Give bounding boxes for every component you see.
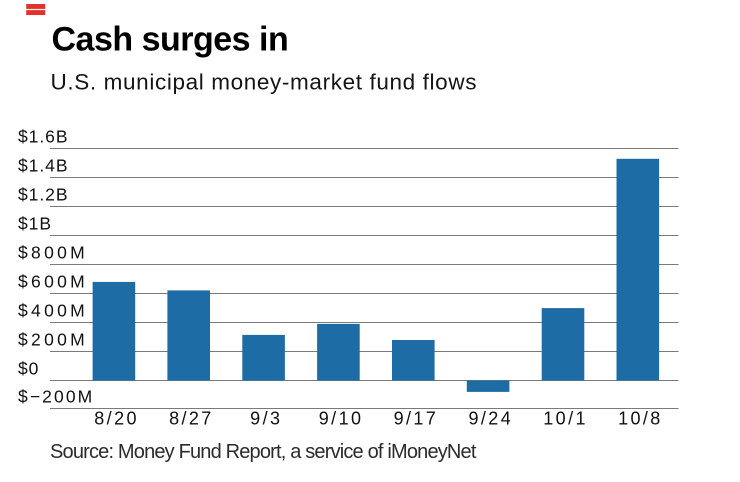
svg-text:$1B: $1B (18, 214, 52, 234)
svg-text:9/24: 9/24 (468, 409, 513, 429)
svg-text:$800M: $800M (18, 243, 88, 263)
svg-text:$1.6B: $1.6B (18, 127, 68, 147)
svg-text:9/10: 9/10 (319, 409, 364, 429)
svg-text:Source: Money Fund Report, a s: Source: Money Fund Report, a service of … (50, 441, 477, 463)
svg-text:$400M: $400M (18, 301, 88, 321)
svg-text:$200M: $200M (18, 330, 88, 350)
svg-text:$−200M: $−200M (18, 387, 94, 407)
svg-text:$1.2B: $1.2B (18, 185, 68, 205)
svg-text:8/27: 8/27 (169, 409, 214, 429)
svg-text:Cash surges in: Cash surges in (52, 20, 289, 58)
svg-text:$1.4B: $1.4B (18, 156, 68, 176)
svg-text:10/1: 10/1 (543, 409, 588, 429)
svg-text:U.S. municipal money-market fu: U.S. municipal money-market fund flows (51, 69, 478, 94)
svg-text:8/20: 8/20 (94, 409, 139, 429)
svg-text:$0: $0 (18, 359, 39, 379)
svg-text:9/17: 9/17 (394, 409, 439, 429)
svg-text:10/8: 10/8 (618, 409, 663, 429)
svg-text:9/3: 9/3 (250, 409, 282, 429)
svg-text:$600M: $600M (18, 272, 88, 292)
